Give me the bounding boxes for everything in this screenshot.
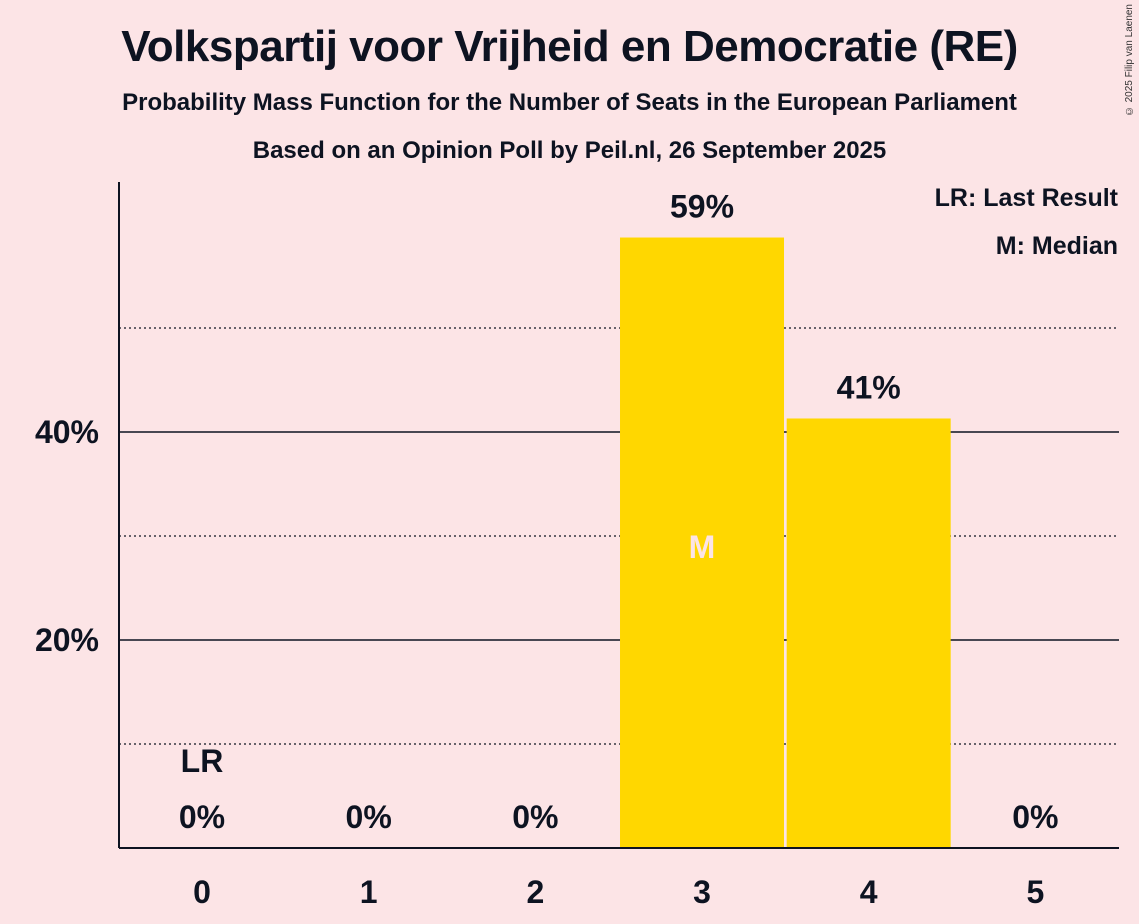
bar-value-label: 0% (1012, 799, 1058, 835)
y-tick-label: 40% (35, 414, 99, 450)
x-tick-label: 2 (526, 874, 544, 910)
axes (118, 182, 1119, 849)
x-tick-label: 3 (693, 874, 711, 910)
chart-subtitle: Probability Mass Function for the Number… (122, 89, 1017, 116)
bar-value-label: 0% (346, 799, 392, 835)
y-tick-label: 20% (35, 622, 99, 658)
legend-median: M: Median (995, 232, 1118, 260)
chart-source: Based on an Opinion Poll by Peil.nl, 26 … (252, 137, 887, 164)
legend-last-result: LR: Last Result (934, 184, 1118, 212)
bars (620, 237, 951, 848)
bar-value-label: 0% (179, 799, 225, 835)
bar (786, 418, 951, 848)
bar-value-label: 59% (670, 189, 734, 225)
gridlines (119, 327, 1119, 745)
x-tick-label: 5 (1026, 874, 1044, 910)
last-result-marker: LR (181, 743, 224, 779)
bar-value-label: 41% (837, 369, 901, 405)
median-marker: M (689, 529, 716, 565)
x-tick-label: 0 (193, 874, 211, 910)
bar (620, 237, 785, 848)
chart-title: Volkspartij voor Vrijheid en Democratie … (121, 22, 1018, 71)
x-tick-label: 4 (860, 874, 878, 910)
x-tick-label: 1 (360, 874, 378, 910)
bar-value-label: 0% (512, 799, 558, 835)
